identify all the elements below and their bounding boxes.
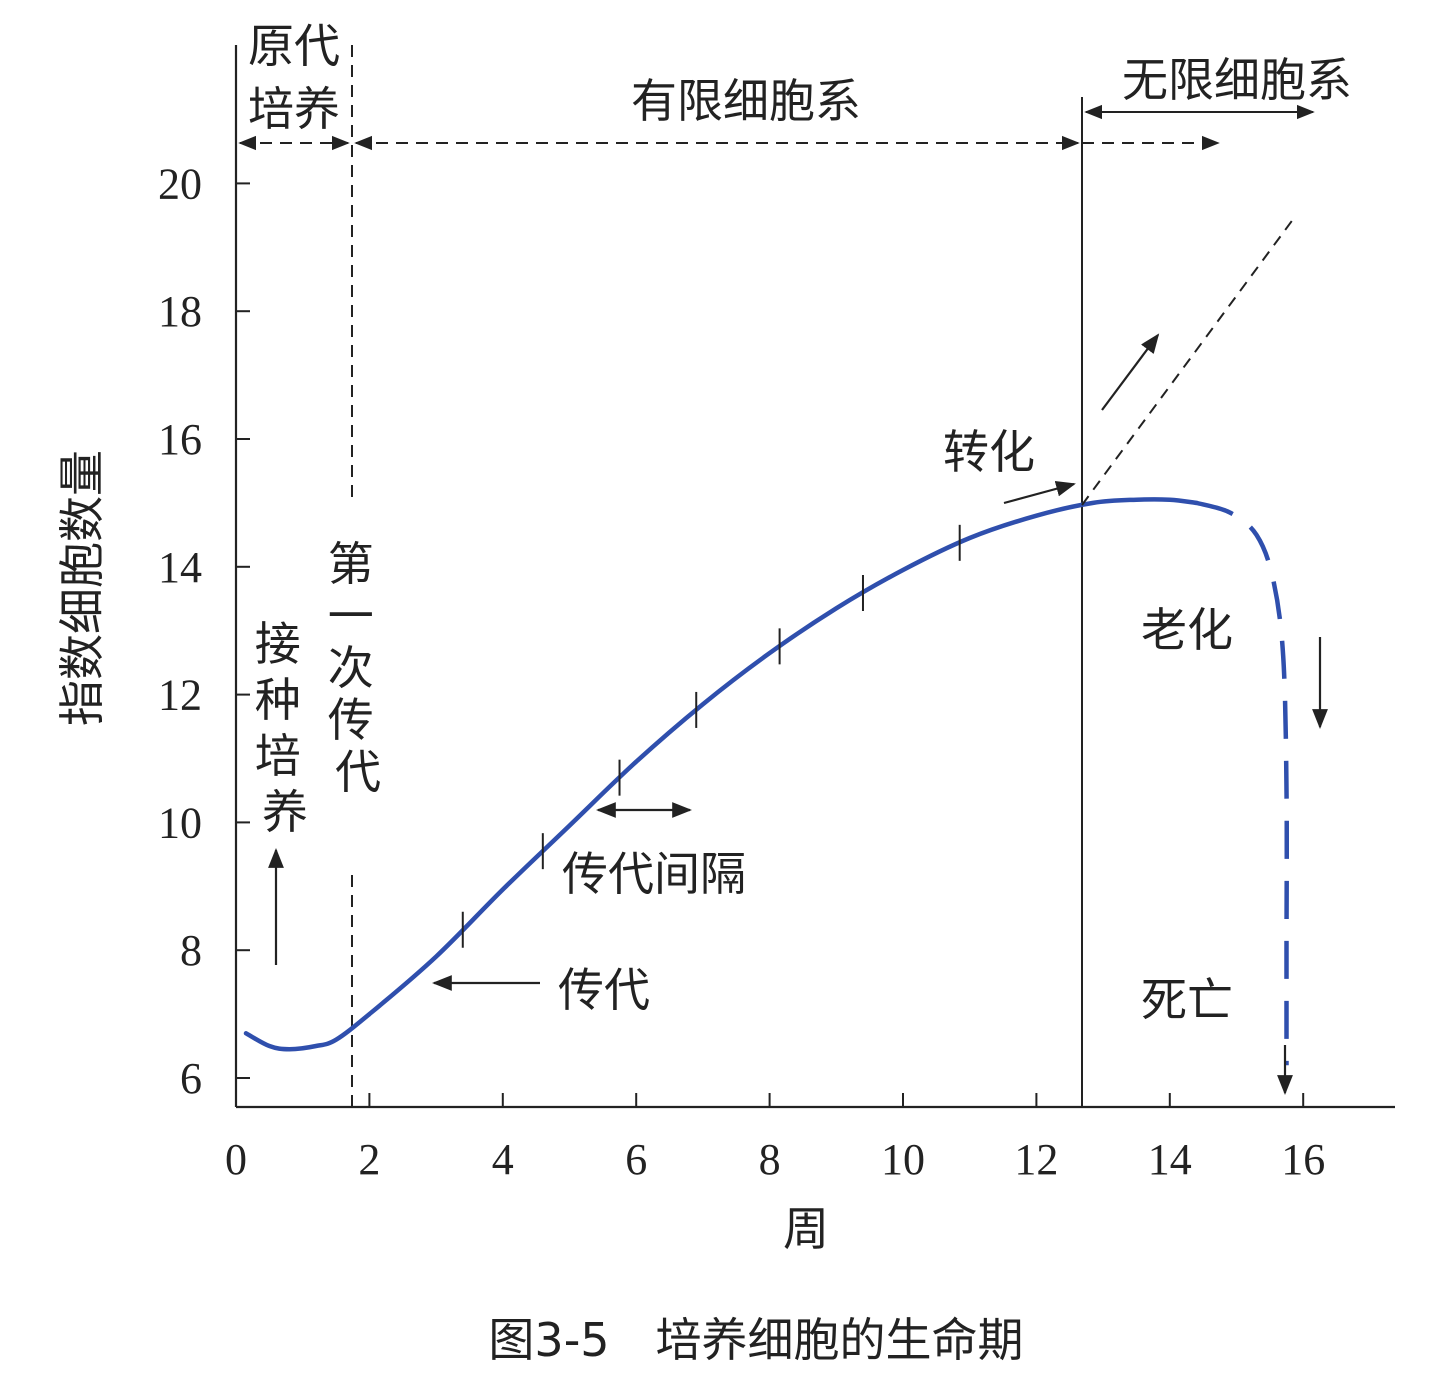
y-tick-label: 6 [180,1054,202,1103]
x-tick-label: 2 [358,1135,380,1184]
y-tick-label: 14 [158,543,202,592]
y-tick-label: 16 [158,415,202,464]
region-label-finite: 有限细胞系 [631,74,861,128]
inoculate-char-3: 培 [255,729,301,783]
inoculate-label: 接 种 培 养 [255,617,316,839]
passage-label: 传代 [558,963,650,1017]
first-passage-label: 第 一 次 传 代 [328,537,389,799]
first-passage-char-3: 次 [328,641,374,695]
death-label: 死亡 [1141,973,1233,1027]
region-label-infinite: 无限细胞系 [1122,53,1352,107]
transformation-extension-line [1081,217,1295,506]
inoculate-char-4: 养 [262,785,308,839]
y-tick-label: 18 [158,287,202,336]
x-tick-label: 12 [1014,1135,1058,1184]
y-axis-label: 指数细胞数量 [55,450,109,726]
senescence-curve-series [1195,500,1290,1066]
inoculate-char-2: 种 [255,673,301,727]
x-ticks: 0 2 4 6 8 10 12 14 16 [225,1093,1325,1184]
y-tick-label: 10 [158,798,202,847]
transform-label: 转化 [943,425,1035,479]
x-tick-label: 6 [625,1135,647,1184]
passage-interval-label: 传代间隔 [562,847,746,901]
first-passage-char-5: 代 [335,745,381,799]
first-passage-char-1: 第 [328,537,374,591]
y-ticks: 6 8 10 12 14 16 18 20 [158,159,250,1103]
x-tick-label: 0 [225,1135,247,1184]
figure-caption: 图3-5 培养细胞的生命期 [488,1313,1023,1367]
inoculate-char-1: 接 [255,617,301,671]
y-tick-label: 12 [158,671,202,720]
x-tick-label: 8 [759,1135,781,1184]
y-tick-label: 8 [180,926,202,975]
passage-markers [461,524,961,948]
x-tick-label: 10 [881,1135,925,1184]
transform-arrow [1003,481,1076,505]
region-label-primary-1: 原代 [248,19,340,73]
senescence-label: 老化 [1141,603,1233,657]
x-tick-label: 14 [1148,1135,1192,1184]
first-passage-char-2: 一 [328,589,374,643]
region-label-primary-2: 培养 [248,82,340,136]
immortal-growth-arrow [1101,333,1160,411]
first-passage-char-4: 传 [328,693,374,747]
y-tick-label: 20 [158,159,202,208]
x-axis-label: 周 [783,1202,829,1256]
growth-curve-series [243,497,1199,1052]
x-tick-label: 16 [1281,1135,1325,1184]
x-tick-label: 4 [492,1135,514,1184]
